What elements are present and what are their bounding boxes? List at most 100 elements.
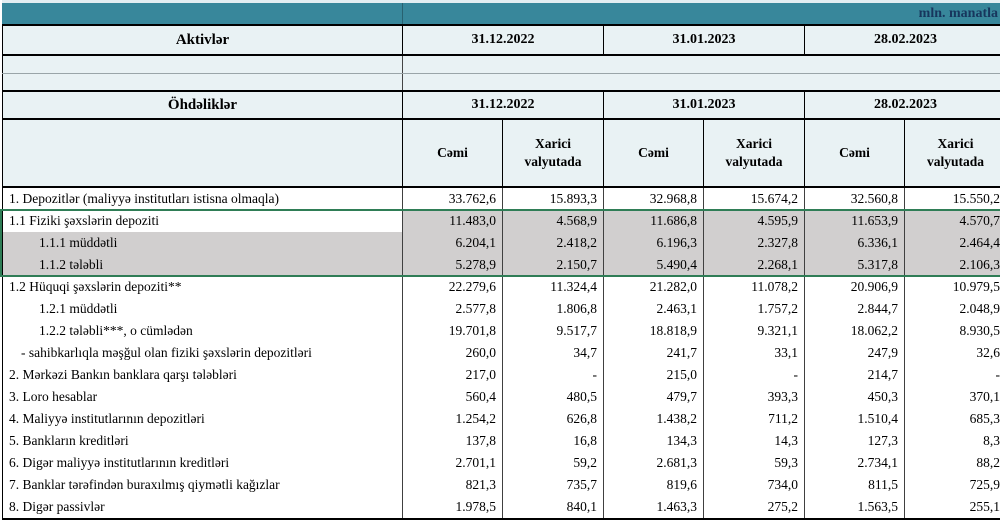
value-cell[interactable]: 16,8 [502, 430, 603, 452]
value-cell[interactable]: 1.463,3 [603, 496, 703, 518]
value-cell[interactable]: 32.968,8 [603, 188, 703, 210]
value-cell[interactable]: 10.979,5 [904, 276, 1000, 298]
value-cell[interactable]: 22.279,6 [402, 276, 502, 298]
value-cell[interactable]: 2.268,1 [703, 254, 804, 276]
value-cell[interactable]: 127,3 [804, 430, 904, 452]
row-label[interactable]: 7. Banklar tərəfindən buraxılmış qiymətl… [2, 474, 402, 496]
value-cell[interactable]: 2.327,8 [703, 232, 804, 254]
value-cell[interactable]: 1.806,8 [502, 298, 603, 320]
corner-cell[interactable] [2, 120, 402, 186]
value-cell[interactable]: 88,2 [904, 452, 1000, 474]
value-cell[interactable]: 5.490,4 [603, 254, 703, 276]
value-cell[interactable]: 393,3 [703, 386, 804, 408]
row-label[interactable]: 1.2.1 müddətli [2, 298, 402, 320]
value-cell[interactable]: 9.517,7 [502, 320, 603, 342]
value-cell[interactable]: 1.757,2 [703, 298, 804, 320]
value-cell[interactable]: 4.595,9 [703, 210, 804, 232]
value-cell[interactable]: 450,3 [804, 386, 904, 408]
assets-title[interactable]: Aktivlər [2, 26, 402, 54]
row-label[interactable]: 1. Depozitlər (maliyyə institutları isti… [2, 188, 402, 210]
value-cell[interactable]: 32.560,8 [804, 188, 904, 210]
assets-date-3[interactable]: 28.02.2023 [804, 26, 1000, 54]
liabilities-date-3[interactable]: 28.02.2023 [804, 92, 1000, 118]
value-cell[interactable]: 480,5 [502, 386, 603, 408]
liabilities-date-1[interactable]: 31.12.2022 [402, 92, 603, 118]
value-cell[interactable]: 32,6 [904, 342, 1000, 364]
value-cell[interactable]: 215,0 [603, 364, 703, 386]
row-label[interactable]: 4. Maliyyə institutlarının depozitləri [2, 408, 402, 430]
row-label[interactable]: 6. Digər maliyyə institutlarının kreditl… [2, 452, 402, 474]
value-cell[interactable]: 1.438,2 [603, 408, 703, 430]
value-cell[interactable]: 255,1 [904, 496, 1000, 518]
value-cell[interactable]: 6.336,1 [804, 232, 904, 254]
value-cell[interactable]: 725,9 [904, 474, 1000, 496]
row-label[interactable]: 8. Digər passivlər [2, 496, 402, 518]
assets-date-1[interactable]: 31.12.2022 [402, 26, 603, 54]
value-cell[interactable]: 711,2 [703, 408, 804, 430]
value-cell[interactable]: 11.324,4 [502, 276, 603, 298]
value-cell[interactable]: 1.978,5 [402, 496, 502, 518]
value-cell[interactable]: 20.906,9 [804, 276, 904, 298]
row-label[interactable]: 1.2 Hüquqi şəxslərin depoziti** [2, 276, 402, 298]
value-cell[interactable]: 275,2 [703, 496, 804, 518]
col-header-total-3[interactable]: Cəmi [804, 120, 904, 186]
value-cell[interactable]: 34,7 [502, 342, 603, 364]
value-cell[interactable]: 1.563,5 [804, 496, 904, 518]
col-header-fx-2[interactable]: Xarici valyutada [703, 120, 804, 186]
value-cell[interactable]: 137,8 [402, 430, 502, 452]
value-cell[interactable]: 217,0 [402, 364, 502, 386]
value-cell[interactable]: 6.204,1 [402, 232, 502, 254]
value-cell[interactable]: 2.734,1 [804, 452, 904, 474]
value-cell[interactable]: 2.418,2 [502, 232, 603, 254]
value-cell[interactable]: 9.321,1 [703, 320, 804, 342]
value-cell[interactable]: 370,1 [904, 386, 1000, 408]
value-cell[interactable]: 18.062,2 [804, 320, 904, 342]
value-cell[interactable]: 2.106,3 [904, 254, 1000, 276]
row-label[interactable]: 1.1 Fiziki şəxslərin depoziti [2, 210, 402, 232]
col-header-total-1[interactable]: Cəmi [402, 120, 502, 186]
value-cell[interactable]: - [904, 364, 1000, 386]
value-cell[interactable]: 21.282,0 [603, 276, 703, 298]
value-cell[interactable]: 134,3 [603, 430, 703, 452]
assets-date-2[interactable]: 31.01.2023 [603, 26, 804, 54]
value-cell[interactable]: 4.568,9 [502, 210, 603, 232]
row-label[interactable]: 3. Loro hesablar [2, 386, 402, 408]
value-cell[interactable]: 15.893,3 [502, 188, 603, 210]
value-cell[interactable]: 14,3 [703, 430, 804, 452]
value-cell[interactable]: 15.550,2 [904, 188, 1000, 210]
value-cell[interactable]: 821,3 [402, 474, 502, 496]
col-header-fx-1[interactable]: Xarici valyutada [502, 120, 603, 186]
value-cell[interactable]: 15.674,2 [703, 188, 804, 210]
value-cell[interactable]: 4.570,7 [904, 210, 1000, 232]
value-cell[interactable]: - [703, 364, 804, 386]
value-cell[interactable]: 2.150,7 [502, 254, 603, 276]
col-header-fx-3[interactable]: Xarici valyutada [904, 120, 1000, 186]
value-cell[interactable]: 33,1 [703, 342, 804, 364]
value-cell[interactable]: 2.048,9 [904, 298, 1000, 320]
value-cell[interactable]: 840,1 [502, 496, 603, 518]
row-label[interactable]: 5. Bankların kreditləri [2, 430, 402, 452]
spacer-row[interactable] [2, 74, 1000, 90]
liabilities-date-2[interactable]: 31.01.2023 [603, 92, 804, 118]
value-cell[interactable]: 11.483,0 [402, 210, 502, 232]
value-cell[interactable]: 2.701,1 [402, 452, 502, 474]
value-cell[interactable]: 734,0 [703, 474, 804, 496]
value-cell[interactable]: 1.510,4 [804, 408, 904, 430]
value-cell[interactable]: 59,2 [502, 452, 603, 474]
row-label[interactable]: 1.1.2 tələbli [2, 254, 402, 276]
value-cell[interactable]: 11.686,8 [603, 210, 703, 232]
value-cell[interactable]: 1.254,2 [402, 408, 502, 430]
value-cell[interactable]: 214,7 [804, 364, 904, 386]
value-cell[interactable]: 2.844,7 [804, 298, 904, 320]
value-cell[interactable]: 59,3 [703, 452, 804, 474]
value-cell[interactable]: 479,7 [603, 386, 703, 408]
value-cell[interactable]: - [502, 364, 603, 386]
row-label[interactable]: - sahibkarlıqla məşğul olan fiziki şəxsl… [2, 342, 402, 364]
value-cell[interactable]: 626,8 [502, 408, 603, 430]
value-cell[interactable]: 5.317,8 [804, 254, 904, 276]
col-header-total-2[interactable]: Cəmi [603, 120, 703, 186]
value-cell[interactable]: 6.196,3 [603, 232, 703, 254]
value-cell[interactable]: 811,5 [804, 474, 904, 496]
value-cell[interactable]: 8,3 [904, 430, 1000, 452]
value-cell[interactable]: 2.464,4 [904, 232, 1000, 254]
